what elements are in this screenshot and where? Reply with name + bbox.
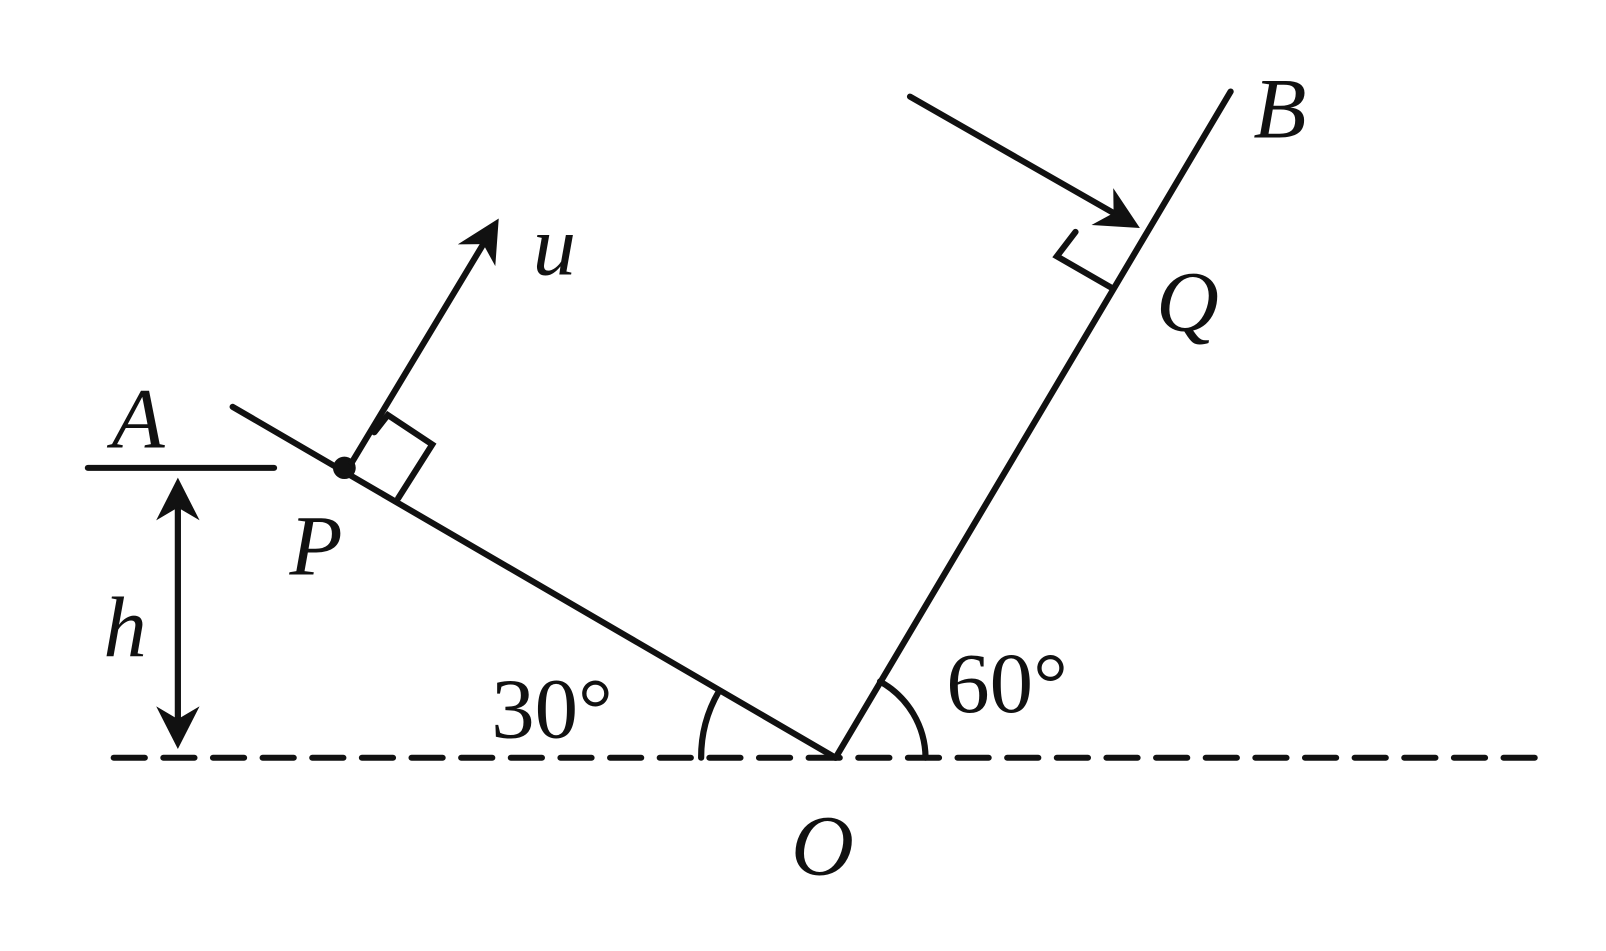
incline-oa	[229, 403, 839, 761]
label-h: h	[103, 580, 146, 675]
label-p: P	[289, 498, 343, 593]
label-angle-30: 30°	[491, 661, 613, 756]
angle-arc-30	[698, 688, 722, 761]
angle-arc-60	[876, 678, 929, 761]
label-angle-60: 60°	[946, 636, 1068, 731]
label-b: B	[1253, 61, 1306, 156]
label-q: Q	[1156, 254, 1219, 349]
right-angle-q	[1052, 228, 1115, 291]
label-o: O	[791, 798, 854, 893]
right-angle-p	[371, 410, 437, 502]
label-a: A	[107, 371, 165, 466]
incline-ob	[832, 88, 1234, 761]
velocity-arrow	[348, 218, 499, 466]
impact-arrow	[906, 93, 1140, 229]
label-u: u	[533, 198, 576, 293]
